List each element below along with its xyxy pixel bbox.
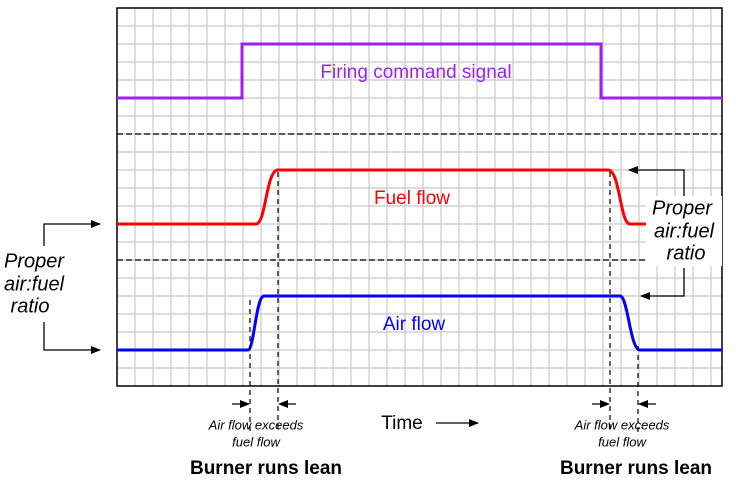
signal-label: Air flow	[383, 314, 446, 335]
firing-trace	[117, 42, 722, 100]
note-text: ratio	[11, 295, 50, 317]
event-text: fuel flow	[232, 434, 281, 449]
note-text: Proper	[4, 250, 65, 272]
fuel-trace	[117, 168, 722, 226]
air-trace	[117, 294, 722, 352]
note-text: ratio	[667, 242, 706, 264]
event-text: Air flow exceeds	[208, 417, 304, 432]
note-text: air:fuel	[654, 220, 715, 242]
signal-label: Fuel flow	[374, 188, 450, 209]
signal-label: Firing command signal	[320, 62, 511, 83]
right-note: Proper air:fuel ratio	[628, 166, 722, 300]
event-result: Burner runs lean	[190, 458, 342, 479]
note-text: Proper	[652, 197, 713, 219]
note-text: air:fuel	[4, 273, 65, 295]
event-text: fuel flow	[598, 434, 647, 449]
event-result: Burner runs lean	[560, 458, 712, 479]
event-text: Air flow exceeds	[574, 417, 670, 432]
left-note: Proper air:fuel ratio	[4, 220, 101, 354]
time-label: Time	[381, 413, 423, 434]
